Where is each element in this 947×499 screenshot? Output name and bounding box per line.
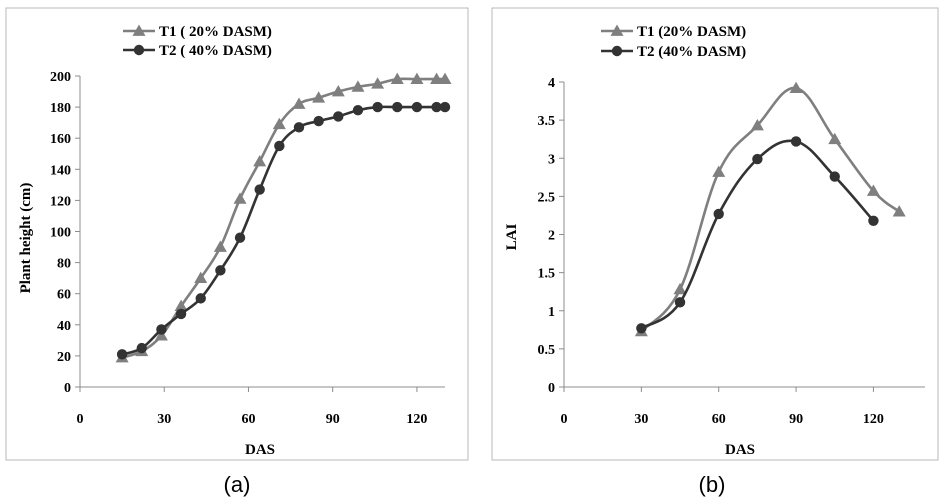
data-point-a-2 [431,101,442,113]
data-point-a-2 [156,324,167,335]
data-point-a-2 [352,105,364,116]
legend-label-b-1: T1 (20% DASM) [637,24,746,40]
y-tick-label-a: 0 [64,381,71,396]
chart-panel-b: 0 0.5 1 1.5 2 2.5 3 3.5 4 0 30 60 90 120 T1 (20% DASM… [491,7,939,461]
data-point-a-2 [136,342,147,354]
data-point-b-2 [829,171,840,182]
x-tick-label-b: 90 [789,412,803,427]
data-point-a-2 [439,101,451,113]
panel-caption-b: (b) [699,472,726,497]
data-point-a-2 [215,265,226,276]
series-line-b-1 [640,86,901,333]
legend-label-b-2: T2 (40% DASM) [637,44,746,60]
data-point-b-2 [790,136,802,147]
x-tick-label-a: 90 [326,412,340,427]
legend-marker-b-1 [610,24,624,36]
legend-b: T1 (20% DASM) T2 (40% DASM) [601,24,746,60]
data-point-a-1 [410,72,424,84]
legend-marker-a-2 [133,44,145,56]
data-point-b-2 [868,215,879,226]
data-point-a-1 [438,72,452,84]
data-point-b-1 [712,165,726,177]
data-point-a-2 [392,101,403,113]
data-point-a-1 [194,271,208,284]
y-tick-label-a: 120 [50,194,71,209]
data-point-b-2 [713,208,724,220]
data-point-a-1 [331,85,345,97]
y-tick-label-b: 2.5 [538,190,556,205]
data-point-a-1 [430,72,444,84]
y-tick-label-a: 160 [50,132,71,147]
y-tick-label-a: 180 [50,101,71,116]
x-tick-label-a: 60 [241,412,255,427]
data-point-b-2 [674,297,686,308]
data-point-a-1 [154,329,168,341]
chart-panel-a: 0 20 40 60 80 100 120 140 160 180 200 0 30 60 90 120 T1… [5,7,469,461]
y-tick-label-b: 2 [548,229,555,244]
chart-frame-b [491,7,939,461]
data-point-a-1 [213,240,227,252]
data-point-b-1 [789,81,803,93]
data-point-b-1 [828,132,842,145]
x-tick-label-a: 120 [406,412,427,427]
legend-label-a-1: T1 ( 20% DASM) [159,24,272,40]
y-tick-label-a: 140 [50,163,71,178]
data-point-a-2 [254,184,265,195]
y-tick-label-b: 1.5 [538,267,556,282]
data-point-a-2 [195,293,206,304]
data-point-a-2 [313,115,324,127]
legend-marker-a-1 [132,24,146,36]
x-axis-title-a: DAS [245,442,275,458]
data-point-b-1 [750,118,764,131]
data-point-a-2 [116,349,128,360]
y-tick-label-a: 200 [50,70,71,85]
x-tick-label-b: 0 [561,412,568,427]
data-point-b-1 [673,282,687,295]
data-point-a-2 [293,122,305,133]
data-point-a-1 [253,155,267,167]
y-axis-title-a: Plant height (cm) [18,183,34,294]
data-point-b-1 [866,184,880,196]
data-point-b-1 [892,205,906,217]
data-point-a-1 [272,117,286,130]
y-tick-label-a: 80 [57,257,71,272]
data-point-a-1 [351,80,365,92]
data-point-a-1 [312,91,326,103]
data-point-a-2 [234,232,246,243]
data-point-a-2 [411,101,423,113]
data-point-b-2 [752,153,763,165]
x-tick-label-b: 30 [634,412,648,427]
data-point-a-1 [174,299,188,312]
y-tick-label-a: 40 [57,319,71,334]
y-tick-label-b: 3 [548,152,555,167]
data-point-a-1 [390,72,404,84]
data-point-a-1 [292,97,306,109]
x-tick-label-b: 60 [712,412,726,427]
x-tick-label-a: 0 [77,412,84,427]
y-tick-label-a: 20 [57,350,71,365]
data-point-b-2 [636,323,647,334]
x-axis-title-b: DAS [725,442,755,458]
y-tick-label-a: 60 [57,288,71,303]
legend-a: T1 ( 20% DASM) T2 ( 40% DASM) [123,24,272,59]
data-point-a-1 [371,77,385,89]
y-tick-label-b: 1 [548,305,555,320]
data-point-a-2 [333,111,344,122]
y-tick-label-b: 4 [548,76,555,91]
data-point-a-2 [372,101,383,113]
y-tick-label-b: 3.5 [538,114,556,129]
legend-label-a-2: T2 ( 40% DASM) [159,43,272,59]
y-tick-label-a: 100 [50,226,71,241]
panel-caption-a: (a) [224,472,251,497]
data-point-a-1 [233,192,247,204]
legend-marker-b-2 [611,45,623,57]
y-tick-label-b: 0 [548,381,555,396]
x-tick-label-a: 30 [157,412,171,427]
data-point-a-2 [274,140,285,152]
y-axis-title-b: LAI [504,224,520,251]
y-tick-label-b: 0.5 [538,343,556,358]
data-point-a-2 [175,308,187,320]
x-tick-label-b: 120 [863,412,884,427]
